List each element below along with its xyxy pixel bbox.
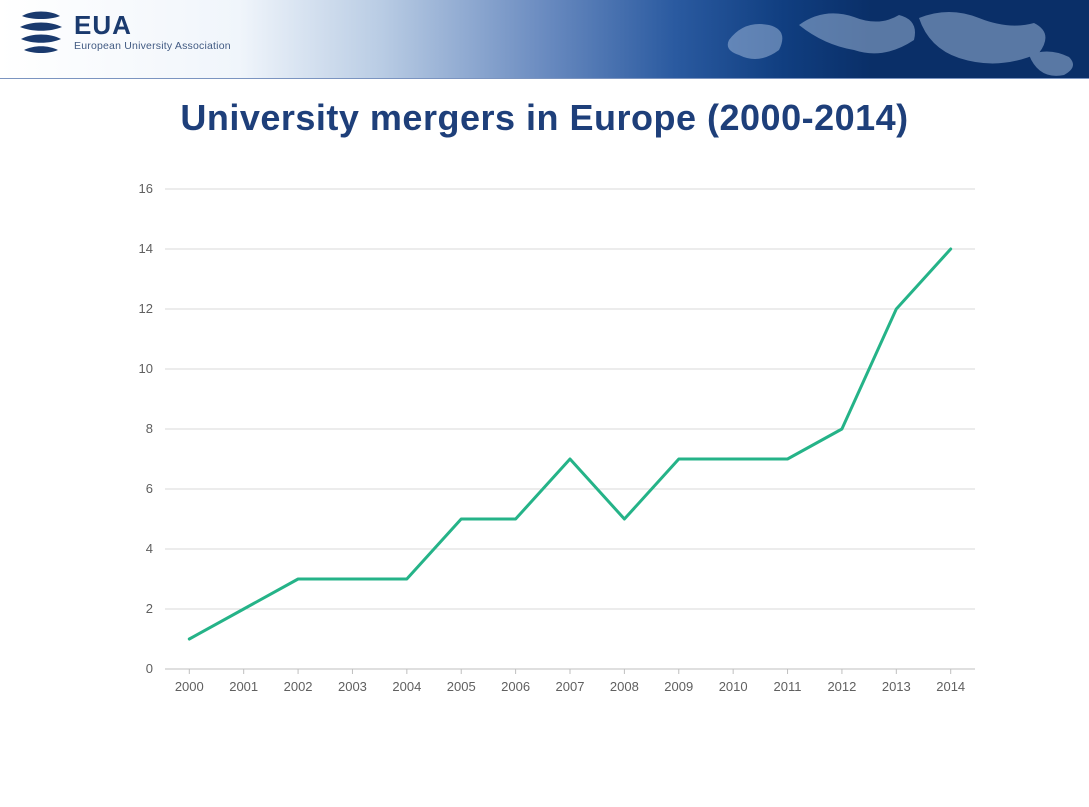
header-bar: EUA European University Association — [0, 0, 1089, 79]
logo: EUA European University Association — [18, 6, 231, 58]
header-map-decor — [709, 0, 1089, 78]
y-tick-label: 0 — [145, 661, 152, 676]
x-tick-label: 2002 — [283, 679, 312, 694]
x-tick-label: 2004 — [392, 679, 421, 694]
x-tick-label: 2010 — [718, 679, 747, 694]
x-tick-label: 2005 — [446, 679, 475, 694]
logo-acronym: EUA — [74, 12, 231, 38]
x-tick-label: 2009 — [664, 679, 693, 694]
logo-subtitle: European University Association — [74, 41, 231, 52]
x-tick-label: 2001 — [229, 679, 258, 694]
y-tick-label: 4 — [145, 541, 152, 556]
x-tick-label: 2003 — [337, 679, 366, 694]
data-line — [189, 249, 950, 639]
eua-globe-icon — [18, 6, 64, 58]
y-tick-label: 16 — [138, 181, 152, 196]
chart-svg: 0 2 4 6 8 10 12 14 16 2000 2001 2002 2003 2004 2005 200… — [95, 179, 995, 719]
x-tick-label: 2012 — [827, 679, 856, 694]
x-tick-label: 2000 — [174, 679, 203, 694]
y-tick-label: 6 — [145, 481, 152, 496]
x-tick-label: 2007 — [555, 679, 584, 694]
y-tick-label: 10 — [138, 361, 152, 376]
x-tick-label: 2008 — [609, 679, 638, 694]
x-tick-label: 2006 — [501, 679, 530, 694]
x-tick-label: 2011 — [773, 679, 801, 694]
page-title: University mergers in Europe (2000-2014) — [0, 97, 1089, 139]
line-chart: 0 2 4 6 8 10 12 14 16 2000 2001 2002 2003 2004 2005 200… — [95, 179, 995, 719]
y-tick-label: 12 — [138, 301, 152, 316]
y-tick-label: 14 — [138, 241, 152, 256]
x-tick-label: 2013 — [881, 679, 910, 694]
x-tick-label: 2014 — [936, 679, 965, 694]
y-tick-label: 8 — [145, 421, 152, 436]
y-tick-label: 2 — [145, 601, 152, 616]
